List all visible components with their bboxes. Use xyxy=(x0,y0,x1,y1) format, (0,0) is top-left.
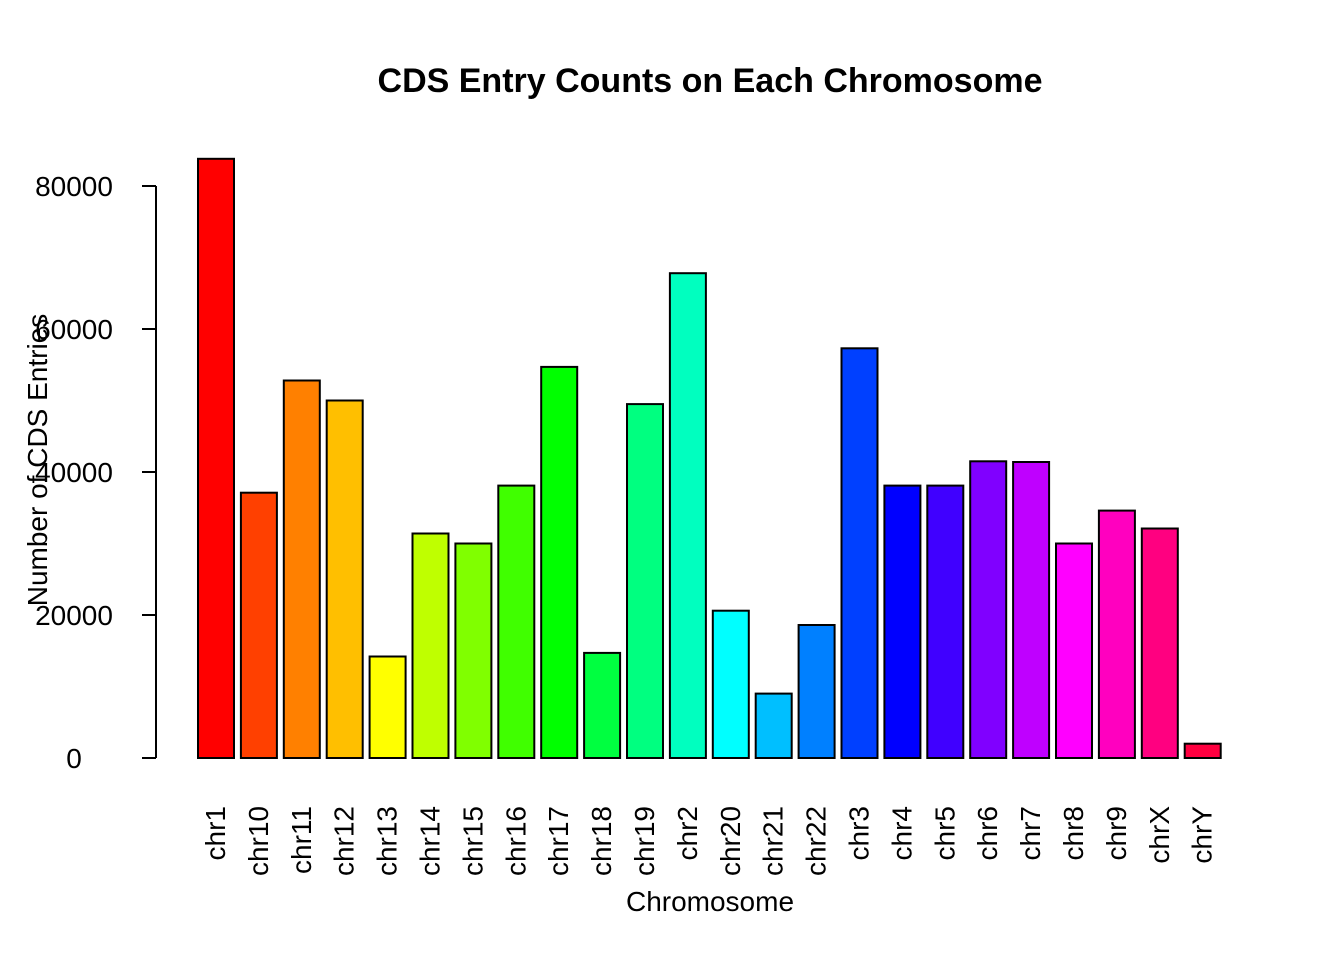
bar-chr11 xyxy=(282,379,321,759)
y-tick-label: 0 xyxy=(66,743,82,774)
x-tick-label-chr13: chr13 xyxy=(372,806,403,876)
x-axis-tick-labels: chr1 chr10 chr11 chr12 chr13 chr14 chr15 chr16 c… xyxy=(200,806,1218,876)
chart-title: CDS Entry Counts on Each Chromosome xyxy=(378,62,1043,100)
y-axis-label: Number of CDS Entries xyxy=(22,314,53,607)
x-tick-label-chr1: chr1 xyxy=(200,806,231,860)
bars-group xyxy=(197,157,1222,760)
y-axis: 0 20000 40000 60000 80000 xyxy=(35,171,157,774)
x-axis-label: Chromosome xyxy=(626,886,794,917)
bar-chrX xyxy=(1140,527,1179,759)
x-tick-label-chr20: chr20 xyxy=(715,806,746,876)
x-tick-label-chr12: chr12 xyxy=(329,806,360,876)
x-tick-label-chr9: chr9 xyxy=(1101,806,1132,860)
x-tick-label-chr8: chr8 xyxy=(1058,806,1089,860)
y-tick-label: 40000 xyxy=(35,457,113,488)
x-tick-label-chr17: chr17 xyxy=(543,806,574,876)
bar-chr5 xyxy=(926,484,965,759)
bar-chr7 xyxy=(1012,461,1051,759)
bar-chr21 xyxy=(754,692,793,759)
x-tick-label-chr16: chr16 xyxy=(500,806,531,876)
x-tick-label-chr21: chr21 xyxy=(758,806,789,876)
x-tick-label-chr5: chr5 xyxy=(929,806,960,860)
bar-chr6 xyxy=(969,460,1008,759)
y-tick-label: 80000 xyxy=(35,171,113,202)
bar-chr8 xyxy=(1055,542,1093,759)
bar-chr18 xyxy=(583,651,622,760)
bar-chr9 xyxy=(1097,509,1136,759)
bar-chr10 xyxy=(239,491,278,759)
x-tick-label-chr11: chr11 xyxy=(286,806,317,874)
bar-chr15 xyxy=(454,542,493,759)
x-tick-label-chr6: chr6 xyxy=(972,806,1003,860)
x-tick-label-chr18: chr18 xyxy=(586,806,617,876)
bar-chr20 xyxy=(711,609,750,760)
bar-chr2 xyxy=(668,272,707,759)
bar-chr12 xyxy=(325,399,364,759)
bar-chrY xyxy=(1183,742,1222,760)
x-tick-label-chr15: chr15 xyxy=(457,806,488,876)
bar-chr22 xyxy=(797,624,836,759)
bar-chr4 xyxy=(883,484,922,759)
bar-chr1 xyxy=(197,157,235,760)
bar-chr16 xyxy=(497,484,536,759)
bar-chr14 xyxy=(411,532,450,759)
y-tick-label: 20000 xyxy=(35,600,113,631)
bar-chr17 xyxy=(540,365,579,759)
x-tick-label-chr2: chr2 xyxy=(672,806,703,860)
x-tick-label-chr14: chr14 xyxy=(415,806,446,876)
x-tick-label-chr3: chr3 xyxy=(844,806,875,860)
x-tick-label-chr7: chr7 xyxy=(1015,806,1046,860)
x-tick-label-chr22: chr22 xyxy=(801,806,832,876)
x-tick-label-chrX: chrX xyxy=(1144,806,1175,864)
y-tick-label: 60000 xyxy=(35,314,113,345)
x-tick-label-chrY: chrY xyxy=(1187,806,1218,864)
x-tick-label-chr10: chr10 xyxy=(243,806,274,876)
bar-chr19 xyxy=(626,403,664,759)
bar-chr13 xyxy=(368,655,407,759)
x-tick-label-chr19: chr19 xyxy=(629,806,660,876)
bar-chr3 xyxy=(840,347,879,759)
x-tick-label-chr4: chr4 xyxy=(886,806,917,860)
